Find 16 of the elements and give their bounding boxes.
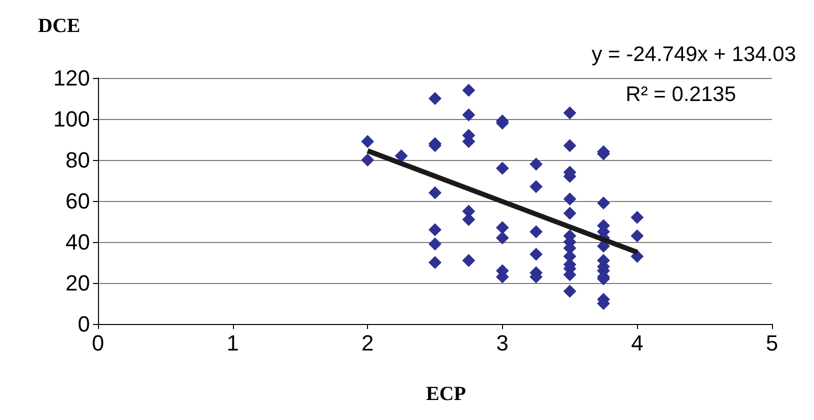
x-tick-label: 5 (766, 330, 778, 356)
text: y = -24.749x + 134.03 (592, 43, 796, 66)
y-tick-label: 80 (66, 148, 90, 172)
x-tick-label: 4 (631, 330, 644, 356)
y-tick-label: 60 (66, 188, 90, 214)
annotation: R² = 0.2135 (626, 83, 736, 106)
y-tick-label: 120 (53, 66, 90, 90)
y-tick-label: 20 (66, 270, 90, 296)
y-tick-label: 0 (78, 312, 90, 336)
x-tick-label: 2 (361, 330, 374, 356)
y-tick-label: 100 (53, 106, 90, 132)
x-axis-title: ECP (426, 383, 466, 405)
y-axis-title: DCE (38, 15, 80, 37)
x-tick-label: 3 (496, 330, 509, 356)
y-tick-label: 40 (66, 230, 90, 254)
x-tick-label: 1 (226, 330, 239, 356)
